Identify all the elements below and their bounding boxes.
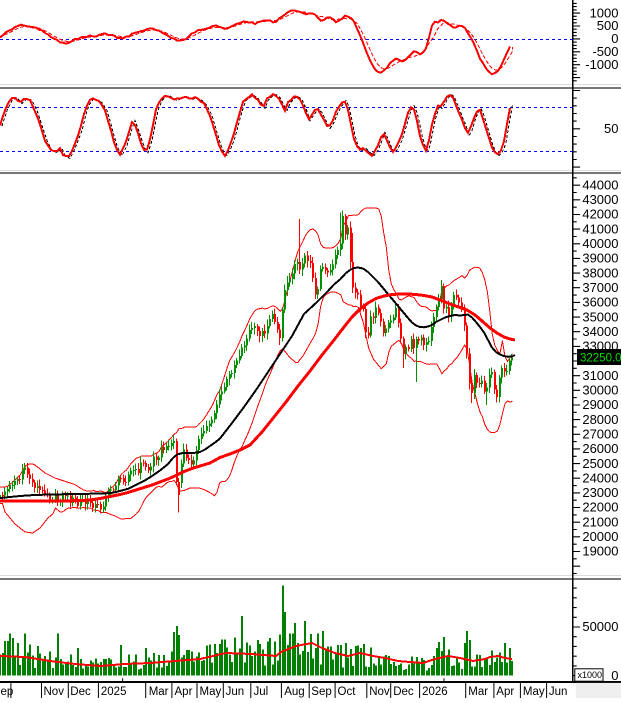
svg-text:50000: 50000	[582, 619, 618, 634]
svg-text:43000: 43000	[582, 192, 618, 207]
svg-text:34000: 34000	[582, 324, 618, 339]
svg-text:Jun: Jun	[226, 686, 245, 698]
svg-text:42000: 42000	[582, 207, 618, 222]
svg-text:31000: 31000	[582, 368, 618, 383]
svg-text:2025: 2025	[101, 686, 127, 698]
svg-text:23000: 23000	[582, 485, 618, 500]
svg-text:35000: 35000	[582, 309, 618, 324]
svg-text:x1000: x1000	[578, 670, 603, 680]
svg-text:30000: 30000	[582, 383, 618, 398]
svg-text:19000: 19000	[582, 544, 618, 559]
svg-text:26000: 26000	[582, 441, 618, 456]
svg-text:500: 500	[597, 18, 619, 33]
svg-text:-1000: -1000	[585, 57, 618, 72]
svg-text:ep: ep	[1, 686, 14, 698]
svg-text:21000: 21000	[582, 514, 618, 529]
svg-text:-500: -500	[592, 44, 618, 59]
svg-text:Mar: Mar	[468, 686, 488, 698]
svg-text:44000: 44000	[582, 177, 618, 192]
svg-text:Oct: Oct	[338, 686, 357, 698]
svg-text:Jun: Jun	[549, 686, 568, 698]
svg-text:0: 0	[611, 668, 618, 683]
svg-text:Dec: Dec	[393, 686, 414, 698]
svg-text:38000: 38000	[582, 265, 618, 280]
svg-text:37000: 37000	[582, 280, 618, 295]
svg-text:24000: 24000	[582, 470, 618, 485]
svg-text:40000: 40000	[582, 236, 618, 251]
svg-text:May: May	[200, 686, 222, 698]
svg-text:41000: 41000	[582, 221, 618, 236]
svg-text:Sep: Sep	[311, 686, 331, 698]
svg-text:Aug: Aug	[284, 686, 304, 698]
svg-text:Jul: Jul	[254, 686, 269, 698]
svg-text:2026: 2026	[422, 686, 448, 698]
svg-text:0: 0	[611, 31, 618, 46]
svg-text:Nov: Nov	[369, 686, 390, 698]
svg-text:39000: 39000	[582, 251, 618, 266]
svg-text:Apr: Apr	[496, 686, 514, 698]
svg-text:50: 50	[604, 121, 618, 136]
svg-text:29000: 29000	[582, 397, 618, 412]
svg-text:27000: 27000	[582, 427, 618, 442]
svg-text:Apr: Apr	[175, 686, 193, 698]
svg-text:25000: 25000	[582, 456, 618, 471]
svg-text:Mar: Mar	[149, 686, 169, 698]
svg-text:May: May	[523, 686, 545, 698]
svg-text:32250.00: 32250.00	[580, 353, 621, 365]
svg-text:Dec: Dec	[70, 686, 91, 698]
svg-text:20000: 20000	[582, 529, 618, 544]
svg-text:1000: 1000	[590, 5, 619, 20]
svg-text:Nov: Nov	[44, 686, 65, 698]
svg-text:28000: 28000	[582, 412, 618, 427]
svg-text:36000: 36000	[582, 295, 618, 310]
svg-text:22000: 22000	[582, 500, 618, 515]
